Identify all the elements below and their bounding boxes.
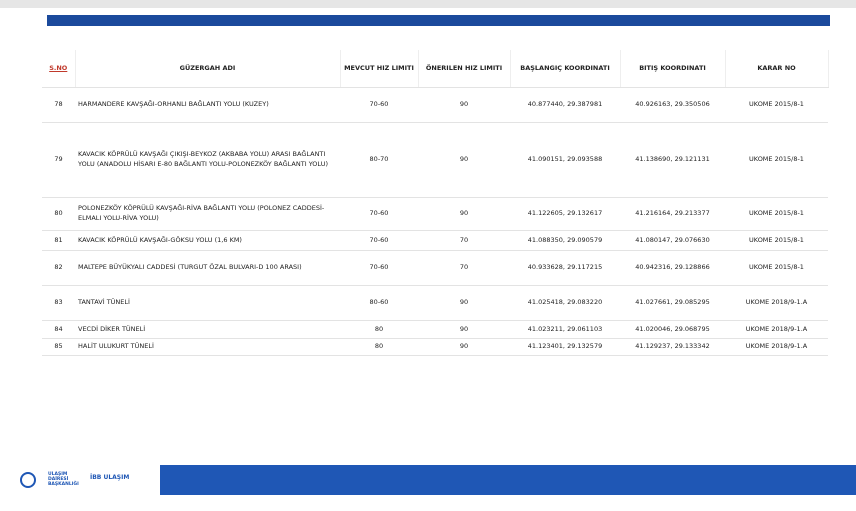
table-cell: 41.025418, 29.083220 [510,285,620,321]
table-cell: 40.942316, 29.128866 [620,250,725,286]
table-cell: 90 [418,87,510,123]
department-text: ULAŞIM DAİRESİ BAŞKANLIĞI [48,472,79,487]
table-cell: 70-60 [340,87,418,123]
header-bar [47,15,830,26]
header-row: S.No GÜZERGAH ADI Mevcut Hız Limiti Önerile… [42,50,829,88]
table-cell: 80 [340,320,418,339]
table-cell: 70 [418,230,510,251]
table-cell: UKOME 2015/8-1 [725,250,828,286]
table-cell: UKOME 2018/9-1.A [725,320,828,339]
table-row: 81 KAVACIK KÖPRÜLÜ KAVŞAĞI-GÖKSU YOLU (1,… [42,230,828,251]
ibb-logo [20,472,36,488]
table-cell: 70-60 [340,250,418,286]
table-cell: 80-70 [340,122,418,198]
table-row: 84 VECDİ DİKER TÜNELİ 80 90 41.023211, 29.06… [42,320,828,339]
table-cell: 90 [418,197,510,231]
table-cell: 80 [340,338,418,356]
table-cell: 90 [418,320,510,339]
table-cell: MALTEPE BÜYÜKYALI CADDESİ (TURGUT ÖZAL B… [75,250,340,286]
table-row: 80 POLONEZKÖY KÖPRÜLÜ KAVŞAĞI-RİVA BAĞLAN… [42,197,828,231]
table-cell: 90 [418,122,510,198]
table-cell: 41.023211, 29.061103 [510,320,620,339]
table-cell: UKOME 2015/8-1 [725,230,828,251]
table-row: 85 HALİT ULUKURT TÜNELİ 80 90 41.123401, 29.… [42,338,828,356]
table-cell: 70-60 [340,230,418,251]
table-cell: 80-60 [340,285,418,321]
table-row: 82 MALTEPE BÜYÜKYALI CADDESİ (TURGUT ÖZAL… [42,250,828,286]
footer-logos: ULAŞIM DAİRESİ BAŞKANLIĞI İBB ULAŞIM [0,465,160,495]
brand-text: İBB ULAŞIM [90,474,130,481]
table-row: 78 HARMANDERE KAVŞAĞI-ORHANLI BAĞLANTI YO… [42,87,828,123]
table-row: 79 KAVACIK KÖPRÜLÜ KAVŞAĞI ÇIKIŞI-BEYKOZ … [42,122,828,198]
table-cell: 78 [42,87,75,123]
header-cell: Mevcut Hız Limiti [340,50,419,88]
table-cell: 41.216164, 29.213377 [620,197,725,231]
table-cell: 90 [418,285,510,321]
header-cell: Karar No [725,50,829,88]
header-cell: Başlangıç Koordinatı [510,50,621,88]
table-cell: 79 [42,122,75,198]
table-cell: KAVACIK KÖPRÜLÜ KAVŞAĞI ÇIKIŞI-BEYKOZ (A… [75,122,340,198]
table-cell: UKOME 2015/8-1 [725,197,828,231]
table-cell: 41.090151, 29.093588 [510,122,620,198]
table-cell: 41.027661, 29.085295 [620,285,725,321]
table-cell: 41.123401, 29.132579 [510,338,620,356]
table-cell: UKOME 2018/9-1.A [725,285,828,321]
table-cell: 84 [42,320,75,339]
header-cell: S.No [42,50,76,88]
table-cell: HARMANDERE KAVŞAĞI-ORHANLI BAĞLANTI YOLU… [75,87,340,123]
table-cell: 70-60 [340,197,418,231]
table-cell: 41.080147, 29.076630 [620,230,725,251]
table-row: 83 TANTAVİ TÜNELİ 80-60 90 41.025418, 29.083… [42,285,828,321]
table-cell: UKOME 2018/9-1.A [725,338,828,356]
table-cell: HALİT ULUKURT TÜNELİ [75,338,340,356]
table-cell: 40.933628, 29.117215 [510,250,620,286]
table-cell: 70 [418,250,510,286]
table-cell: POLONEZKÖY KÖPRÜLÜ KAVŞAĞI-RİVA BAĞLANTI… [75,197,340,231]
table-cell: VECDİ DİKER TÜNELİ [75,320,340,339]
table-cell: 40.877440, 29.387981 [510,87,620,123]
table-cell: KAVACIK KÖPRÜLÜ KAVŞAĞI-GÖKSU YOLU (1,6 … [75,230,340,251]
table-cell: 90 [418,338,510,356]
table-cell: 40.926163, 29.350506 [620,87,725,123]
table-cell: 85 [42,338,75,356]
table-cell: 82 [42,250,75,286]
header-cell: Önerilen Hız Limiti [418,50,511,88]
table-cell: 41.129237, 29.133342 [620,338,725,356]
table-cell: 81 [42,230,75,251]
window-edge [0,0,856,8]
table-cell: TANTAVİ TÜNELİ [75,285,340,321]
table-cell: 41.020046, 29.068795 [620,320,725,339]
table-cell: 41.122605, 29.132617 [510,197,620,231]
speed-table: S.No GÜZERGAH ADI Mevcut Hız Limiti Önerile… [42,50,829,356]
header-cell: GÜZERGAH ADI [75,50,341,88]
table-cell: 83 [42,285,75,321]
table-cell: 80 [42,197,75,231]
table-cell: UKOME 2015/8-1 [725,122,828,198]
table-cell: 41.138690, 29.121131 [620,122,725,198]
table-cell: 41.088350, 29.090579 [510,230,620,251]
header-cell: Bitiş Koordinatı [620,50,726,88]
table-cell: UKOME 2015/8-1 [725,87,828,123]
